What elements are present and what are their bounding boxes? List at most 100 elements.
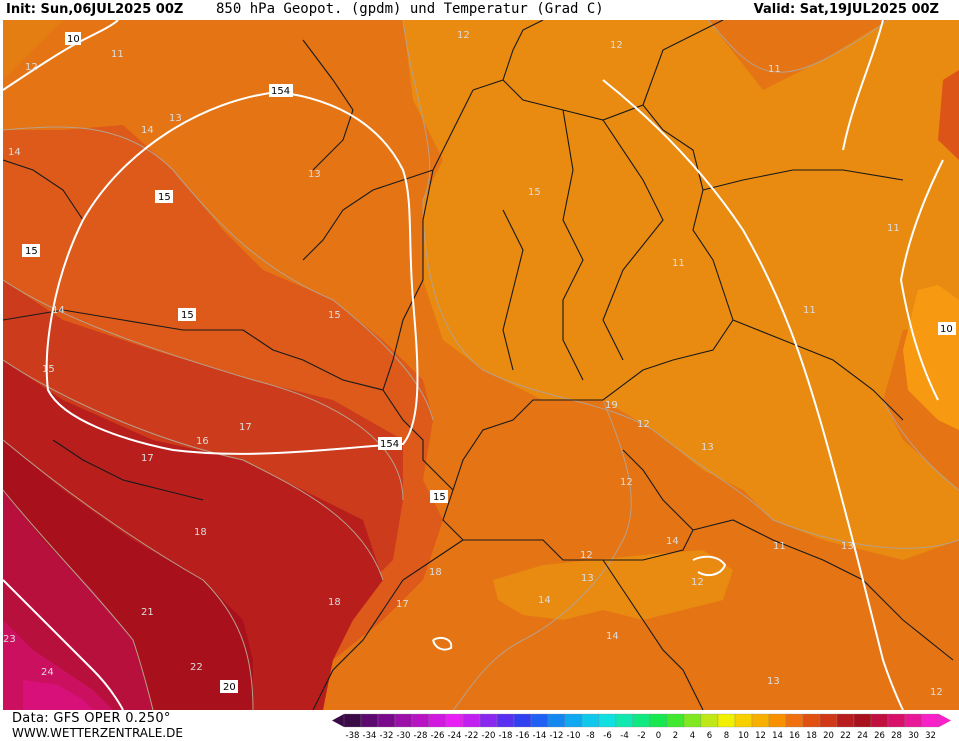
colorbar-tick-label: 14	[772, 731, 783, 741]
colorbar-swatch	[785, 713, 804, 728]
svg-text:14: 14	[606, 631, 619, 642]
svg-text:11: 11	[803, 305, 816, 316]
svg-text:13: 13	[581, 573, 594, 584]
valid-time-label: Valid: Sat,19JUL2025 00Z	[753, 2, 939, 17]
svg-text:11: 11	[773, 541, 786, 552]
colorbar-swatch	[428, 713, 447, 728]
colorbar-swatch	[768, 713, 787, 728]
colorbar-swatch	[819, 713, 838, 728]
colorbar-swatch	[615, 713, 634, 728]
svg-text:18: 18	[429, 567, 442, 578]
svg-text:13: 13	[767, 676, 780, 687]
svg-text:15: 15	[25, 246, 38, 257]
temperature-zone-alps-cool	[493, 550, 733, 620]
colorbar-tick-label: -34	[363, 731, 377, 741]
colorbar-swatch	[530, 713, 549, 728]
colorbar-tick-label: -18	[499, 731, 513, 741]
colorbar-tick-label: 18	[806, 731, 817, 741]
colorbar-swatch	[394, 713, 413, 728]
colorbar-tick-label: -30	[397, 731, 411, 741]
colorbar-tick-label: -20	[482, 731, 496, 741]
map-title: 850 hPa Geopot. (gpdm) und Temperatur (G…	[216, 1, 604, 17]
footer-bar: Data: GFS OPER 0.250° WWW.WETTERZENTRALE…	[0, 711, 959, 741]
svg-text:24: 24	[41, 667, 54, 678]
data-source-label: Data: GFS OPER 0.250°	[12, 711, 171, 726]
colorbar-swatch	[887, 713, 906, 728]
svg-text:16: 16	[196, 436, 209, 447]
colorbar-tick-label: 30	[908, 731, 919, 741]
svg-text:14: 14	[538, 595, 551, 606]
colorbar-swatch	[921, 713, 940, 728]
colorbar-swatch	[649, 713, 668, 728]
colorbar-swatch	[479, 713, 498, 728]
svg-text:17: 17	[239, 422, 252, 433]
colorbar-tick-label: -14	[533, 731, 547, 741]
colorbar-tick-label: 10	[738, 731, 749, 741]
colorbar-tick-label: 16	[789, 731, 800, 741]
colorbar-tick-label: 20	[823, 731, 834, 741]
colorbar-tick-label: 24	[857, 731, 868, 741]
colorbar-swatch	[853, 713, 872, 728]
svg-text:12: 12	[637, 419, 650, 430]
svg-text:11: 11	[768, 64, 781, 75]
colorbar-tick-label: -28	[414, 731, 428, 741]
svg-text:20: 20	[223, 682, 236, 693]
colorbar-swatch	[904, 713, 923, 728]
colorbar-tick-label: -32	[380, 731, 394, 741]
svg-text:15: 15	[181, 310, 194, 321]
svg-text:21: 21	[141, 607, 154, 618]
svg-text:13: 13	[169, 113, 182, 124]
svg-text:10: 10	[940, 324, 953, 335]
svg-text:12: 12	[25, 62, 38, 73]
colorbar-tick-label: -10	[567, 731, 581, 741]
svg-text:14: 14	[666, 536, 679, 547]
svg-text:11: 11	[111, 49, 124, 60]
geopotential-lines	[3, 20, 944, 710]
colorbar-tick-label: 12	[755, 731, 766, 741]
colorbar-swatch	[581, 713, 600, 728]
init-time-label: Init: Sun,06JUL2025 00Z	[6, 2, 184, 17]
temperature-zone-14c-ne	[938, 70, 959, 160]
website-label: WWW.WETTERZENTRALE.DE	[12, 726, 183, 740]
svg-text:14: 14	[52, 305, 65, 316]
colorbar-swatch	[802, 713, 821, 728]
colorbar-tick-label: -2	[637, 731, 645, 741]
temperature-zone-11c	[403, 20, 959, 560]
svg-text:154: 154	[380, 439, 399, 450]
svg-text:12: 12	[580, 550, 593, 561]
colorbar-left-arrow	[332, 714, 344, 727]
svg-text:18: 18	[194, 527, 207, 538]
colorbar-swatch	[377, 713, 396, 728]
svg-text:12: 12	[691, 577, 704, 588]
colorbar-tick-label: -4	[620, 731, 628, 741]
colorbar-tick-label: 2	[673, 731, 678, 741]
svg-text:15: 15	[158, 192, 171, 203]
temperature-colorbar: -38 -34 -32 -30 -28 -26 -24 -22 -20 -18 -16 -14 -12-…	[332, 713, 951, 741]
colorbar-swatch	[734, 713, 753, 728]
colorbar-tick-label: 8	[724, 731, 729, 741]
contour-labels: 10 11 12 12 12 11 14 13 13 14 15 15 11 1…	[3, 30, 956, 698]
colorbar-tick-label: 28	[891, 731, 902, 741]
svg-text:13: 13	[841, 541, 854, 552]
svg-text:22: 22	[190, 662, 203, 673]
colorbar-swatch	[547, 713, 566, 728]
colorbar-swatch	[870, 713, 889, 728]
svg-text:11: 11	[887, 223, 900, 234]
svg-text:12: 12	[930, 687, 943, 698]
colorbar-tick-label: -6	[603, 731, 611, 741]
colorbar-tick-label: 0	[656, 731, 661, 741]
svg-text:13: 13	[701, 442, 714, 453]
svg-text:154: 154	[271, 86, 290, 97]
colorbar-right-arrow	[939, 714, 951, 727]
colorbar-swatch	[445, 713, 464, 728]
colorbar-swatch	[683, 713, 702, 728]
svg-text:15: 15	[42, 364, 55, 375]
colorbar-tick-label: 32	[925, 731, 936, 741]
svg-text:12: 12	[610, 40, 623, 51]
svg-text:12: 12	[457, 30, 470, 41]
weather-map: 10 11 12 12 12 11 14 13 13 14 15 15 11 1…	[3, 20, 959, 710]
colorbar-tick-label: 4	[690, 731, 695, 741]
colorbar-swatch	[632, 713, 651, 728]
svg-text:17: 17	[396, 599, 409, 610]
svg-text:14: 14	[8, 147, 21, 158]
